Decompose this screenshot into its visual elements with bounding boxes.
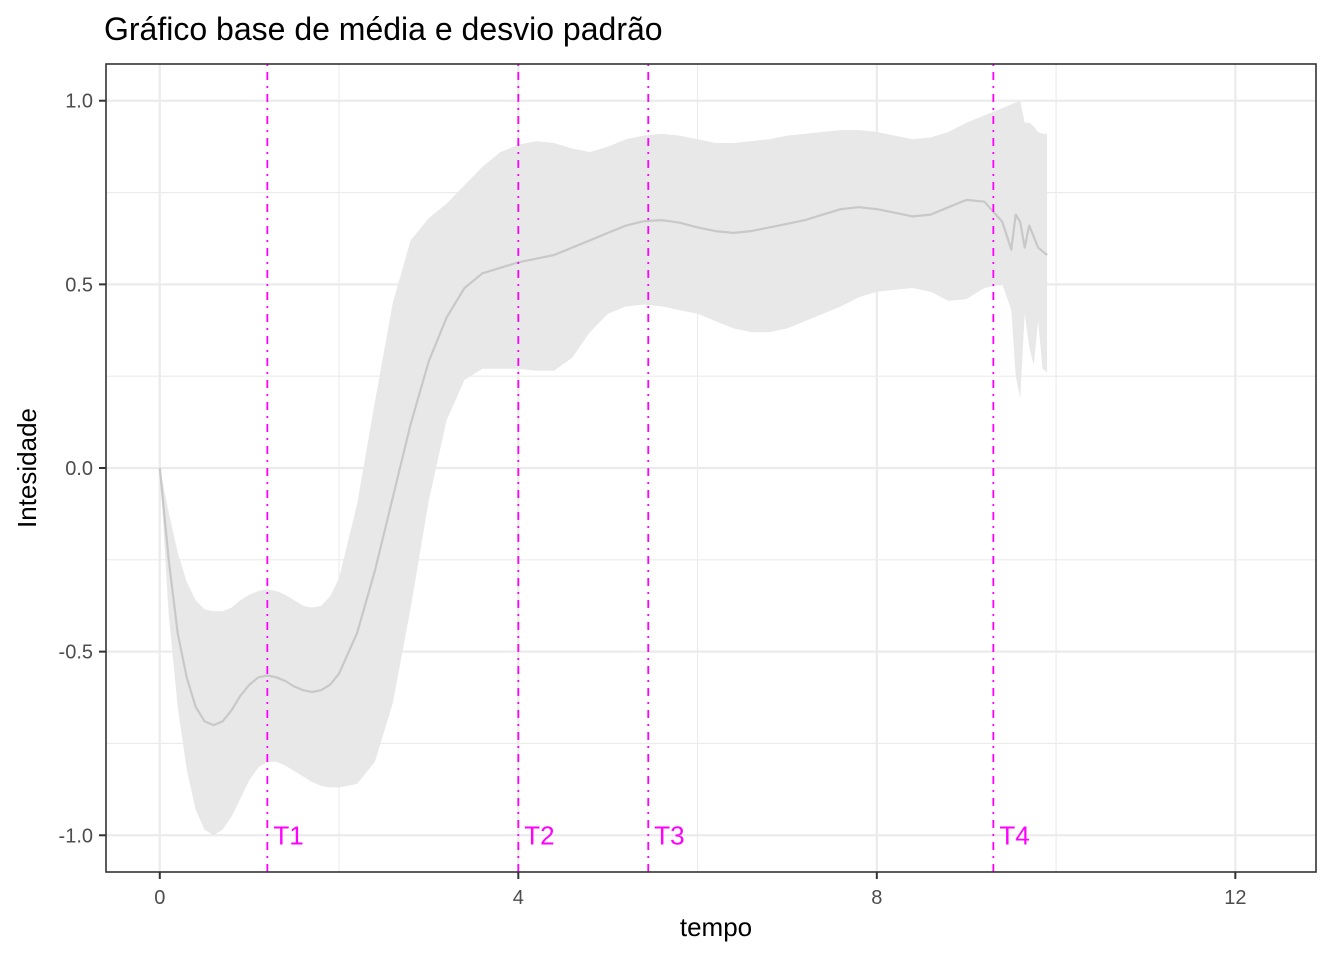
- y-axis-ticks: -1.0 -0.5 0.0 0.5 1.0: [59, 91, 106, 847]
- x-tick-label: 12: [1224, 887, 1246, 909]
- y-tick-label: 1.0: [65, 91, 93, 113]
- x-tick-label: 0: [154, 887, 165, 909]
- y-tick-label: -0.5: [59, 642, 93, 664]
- y-tick-label: 0.0: [65, 458, 93, 480]
- time-markers: T1 T2 T3 T4: [266, 64, 1030, 872]
- gridlines: [106, 64, 1316, 872]
- y-tick-label: -1.0: [59, 825, 93, 847]
- sd-ribbon-layer: [159, 100, 1048, 836]
- marker-label-t4: T4: [999, 820, 1029, 850]
- mean-line: [158, 198, 1048, 727]
- y-tick-label: 0.5: [65, 274, 93, 296]
- mean-line-layer: [158, 198, 1048, 727]
- x-tick-label: 8: [871, 887, 882, 909]
- y-axis-title: Intesidade: [12, 408, 42, 528]
- x-axis-title: tempo: [680, 912, 752, 942]
- chart-title: Gráfico base de média e desvio padrão: [104, 11, 663, 47]
- marker-label-t2: T2: [524, 820, 554, 850]
- marker-label-t1: T1: [273, 820, 303, 850]
- x-tick-label: 4: [513, 887, 524, 909]
- sd-ribbon: [159, 100, 1048, 836]
- x-axis-ticks: 0 4 8 12: [154, 872, 1246, 909]
- marker-label-t3: T3: [654, 820, 684, 850]
